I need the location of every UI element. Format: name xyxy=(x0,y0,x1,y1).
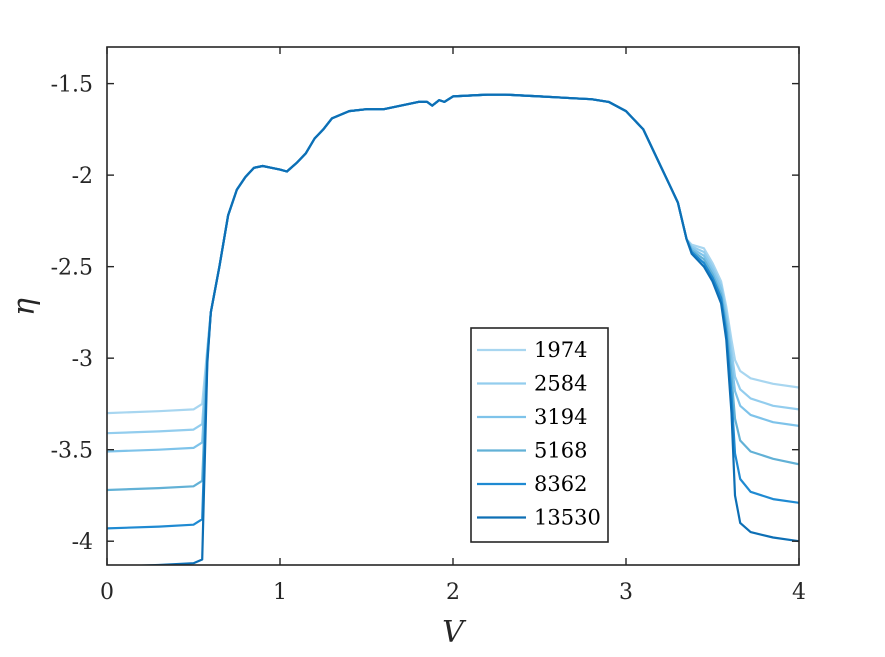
legend-label-13530: 13530 xyxy=(534,506,601,530)
legend-label-8362: 8362 xyxy=(534,472,587,496)
x-axis-label: V xyxy=(442,615,467,650)
y-tick-label: -1.5 xyxy=(51,73,93,98)
legend-label-2584: 2584 xyxy=(534,372,587,396)
y-tick-label: -2 xyxy=(72,164,93,189)
x-tick-label: 0 xyxy=(100,580,114,605)
x-tick-label: 2 xyxy=(446,580,460,605)
legend-label-3194: 3194 xyxy=(534,405,587,429)
y-tick-label: -4 xyxy=(72,530,93,555)
y-tick-label: -2.5 xyxy=(51,256,93,281)
legend-box xyxy=(470,327,609,543)
series-group xyxy=(107,93,799,565)
y-tick-label: -3 xyxy=(72,347,93,372)
legend-label-5168: 5168 xyxy=(534,439,587,463)
legend: 1974 2584 3194 5168 8362 13530 xyxy=(470,327,609,543)
x-tick-label: 3 xyxy=(619,580,633,605)
legend-label-1974: 1974 xyxy=(534,338,587,362)
ticks-group: 0 1 2 3 4 -1.5 -2 -2.5 -3 -3.5 -4 xyxy=(51,47,806,605)
x-tick-label: 1 xyxy=(273,580,287,605)
x-tick-label: 4 xyxy=(792,580,806,605)
y-axis-label: η xyxy=(7,298,42,316)
series-line-13530 xyxy=(127,93,799,565)
y-tick-label: -3.5 xyxy=(51,439,93,464)
